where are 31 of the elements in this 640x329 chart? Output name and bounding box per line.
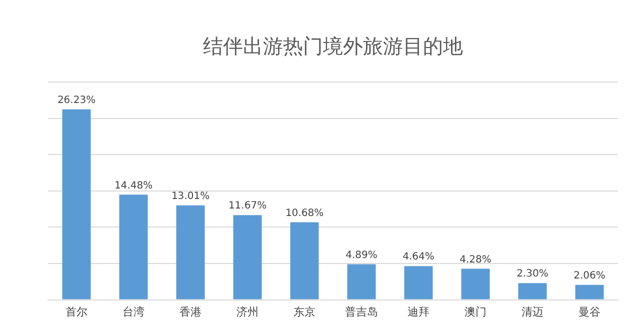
data-label: 11.67% [228,200,267,212]
x-tick-label: 济州 [236,305,258,318]
chart-title: 结伴出游热门境外旅游目的地 [203,34,463,58]
data-label: 10.68% [285,208,324,219]
bar [575,284,604,300]
data-label: 26.23% [57,94,96,106]
data-label: 4.64% [402,252,434,263]
data-label: 14.48% [114,180,153,192]
x-tick-label: 台湾 [122,305,144,318]
bar [62,109,91,300]
bar [404,266,433,300]
x-tick-label: 清迈 [522,305,544,318]
x-tick-label: 迪拜 [408,305,430,318]
x-tick-label: 曼谷 [578,305,600,318]
data-label: 2.06% [574,270,606,282]
x-tick-label: 东京 [294,305,316,318]
data-label: 2.30% [516,268,548,280]
x-tick-label: 普吉岛 [345,305,378,318]
data-label: 13.01% [171,190,210,202]
data-label: 4.89% [346,250,378,261]
bar [347,264,376,300]
data-label: 4.28% [460,254,492,266]
bar [518,283,547,300]
bar [461,268,490,300]
x-tick-label: 香港 [180,305,202,318]
x-tick-label: 首尔 [66,305,88,318]
bar [290,222,319,300]
bar [119,194,148,300]
bar [176,205,205,300]
x-tick-label: 澳门 [464,305,486,318]
bar [233,215,262,300]
